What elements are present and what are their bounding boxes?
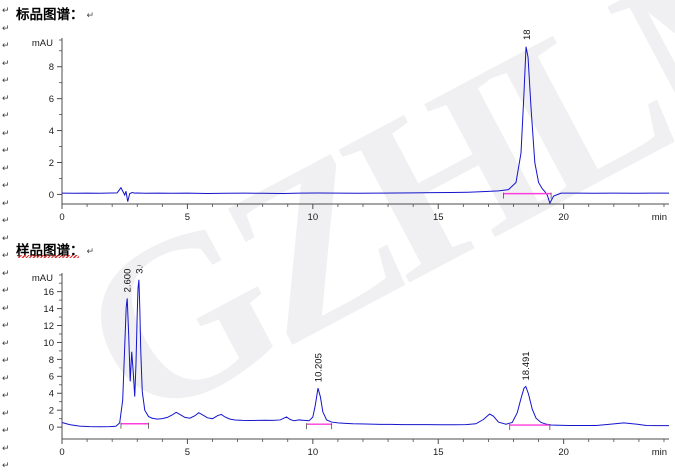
y-axis-unit-label: mAU — [32, 273, 53, 284]
chart-sample-chromatogram: 0 2 4 6 8 10 12 14 16 mAU 0 5 10 15 20 min 2.6003.066 10.… — [18, 265, 673, 465]
peak-label: 10.205 — [313, 353, 324, 382]
x-axis-unit-label: min — [652, 447, 667, 458]
y-tick-label: 8 — [49, 355, 54, 366]
chromatogram-trace — [61, 279, 669, 428]
chromatogram-trace — [61, 46, 669, 205]
chart-standard-chromatogram: 0 2 4 6 8 mAU 0 5 10 15 20 min 18.526 — [18, 30, 673, 230]
x-tick-label: 10 — [308, 447, 319, 458]
paragraph-mark-icon: ↵ — [2, 425, 10, 435]
y-tick-label: 10 — [43, 338, 54, 349]
x-tick-label: 5 — [185, 212, 190, 223]
paragraph-mark-icon: ↵ — [2, 127, 10, 138]
y-tick-label: 16 — [43, 287, 54, 298]
paragraph-mark-icon: ↵ — [2, 145, 10, 155]
paragraph-mark-icon: ↵ — [86, 11, 95, 21]
peak-label: 18.491 — [521, 351, 532, 380]
paragraph-mark-icon: ↵ — [2, 302, 10, 313]
paragraph-mark-icon: ↵ — [2, 162, 10, 173]
paragraph-marks-column: ↵ ↵ ↵ ↵ ↵ ↵ ↵ ↵ ↵ ↵ ↵ ↵ ↵ ↵ ↵ ↵ ↵ ↵ ↵ ↵ ↵ ↵ ↵ ↵ ↵ ↵ ↵ — [2, 2, 16, 472]
paragraph-mark-icon: ↵ — [2, 180, 10, 190]
paragraph-mark-icon: ↵ — [2, 40, 10, 50]
paragraph-mark-icon: ↵ — [2, 92, 10, 103]
y-tick-label: 8 — [49, 62, 54, 73]
y-tick-label: 4 — [49, 126, 54, 137]
y-tick-label: 0 — [49, 190, 54, 201]
paragraph-mark-icon: ↵ — [2, 215, 10, 225]
y-tick-label: 6 — [49, 94, 54, 105]
x-tick-label: 0 — [59, 447, 64, 458]
peak-label: 2.600 — [123, 269, 134, 293]
paragraph-mark-icon: ↵ — [2, 337, 10, 348]
paragraph-mark-icon: ↵ — [2, 197, 10, 208]
y-tick-label: 2 — [49, 406, 54, 417]
paragraph-mark-icon: ↵ — [2, 5, 10, 15]
y-tick-label: 6 — [49, 372, 54, 383]
paragraph-mark-icon: ↵ — [2, 460, 10, 470]
paragraph-mark-icon: ↵ — [2, 110, 10, 120]
x-tick-label: 0 — [59, 212, 64, 223]
paragraph-mark-icon: ↵ — [2, 57, 10, 68]
paragraph-mark-icon: ↵ — [2, 320, 10, 330]
paragraph-mark-icon: ↵ — [2, 250, 10, 260]
paragraph-mark-icon: ↵ — [2, 75, 10, 85]
paragraph-mark-icon: ↵ — [2, 372, 10, 383]
paragraph-mark-icon: ↵ — [2, 285, 10, 295]
peak-label: 3.066 — [134, 265, 145, 274]
heading-standard-text: 标品图谱： — [16, 7, 84, 23]
y-tick-label: 2 — [49, 158, 54, 169]
paragraph-mark-icon: ↵ — [2, 390, 10, 400]
paragraph-mark-icon: ↵ — [2, 232, 10, 243]
x-tick-label: 10 — [308, 212, 319, 223]
x-axis-unit-label: min — [652, 212, 667, 223]
y-tick-label: 0 — [49, 423, 54, 434]
paragraph-mark-icon: ↵ — [2, 267, 10, 278]
y-axis-unit-label: mAU — [32, 38, 53, 49]
y-tick-label: 4 — [49, 389, 54, 400]
spellcheck-underline — [17, 255, 79, 258]
heading-standard-chromatogram: 标品图谱： ↵ — [16, 3, 94, 23]
peak-label: 18.526 — [522, 30, 533, 40]
x-tick-label: 15 — [433, 447, 444, 458]
paragraph-mark-icon: ↵ — [2, 442, 10, 453]
y-tick-label: 14 — [43, 304, 54, 315]
y-tick-label: 12 — [43, 321, 54, 332]
paragraph-mark-icon: ↵ — [2, 355, 10, 365]
x-tick-label: 20 — [558, 212, 569, 223]
x-tick-label: 20 — [558, 447, 569, 458]
paragraph-mark-icon: ↵ — [86, 247, 95, 257]
paragraph-mark-icon: ↵ — [2, 22, 10, 33]
x-tick-label: 5 — [185, 447, 190, 458]
x-tick-label: 15 — [433, 212, 444, 223]
paragraph-mark-icon: ↵ — [2, 407, 10, 418]
